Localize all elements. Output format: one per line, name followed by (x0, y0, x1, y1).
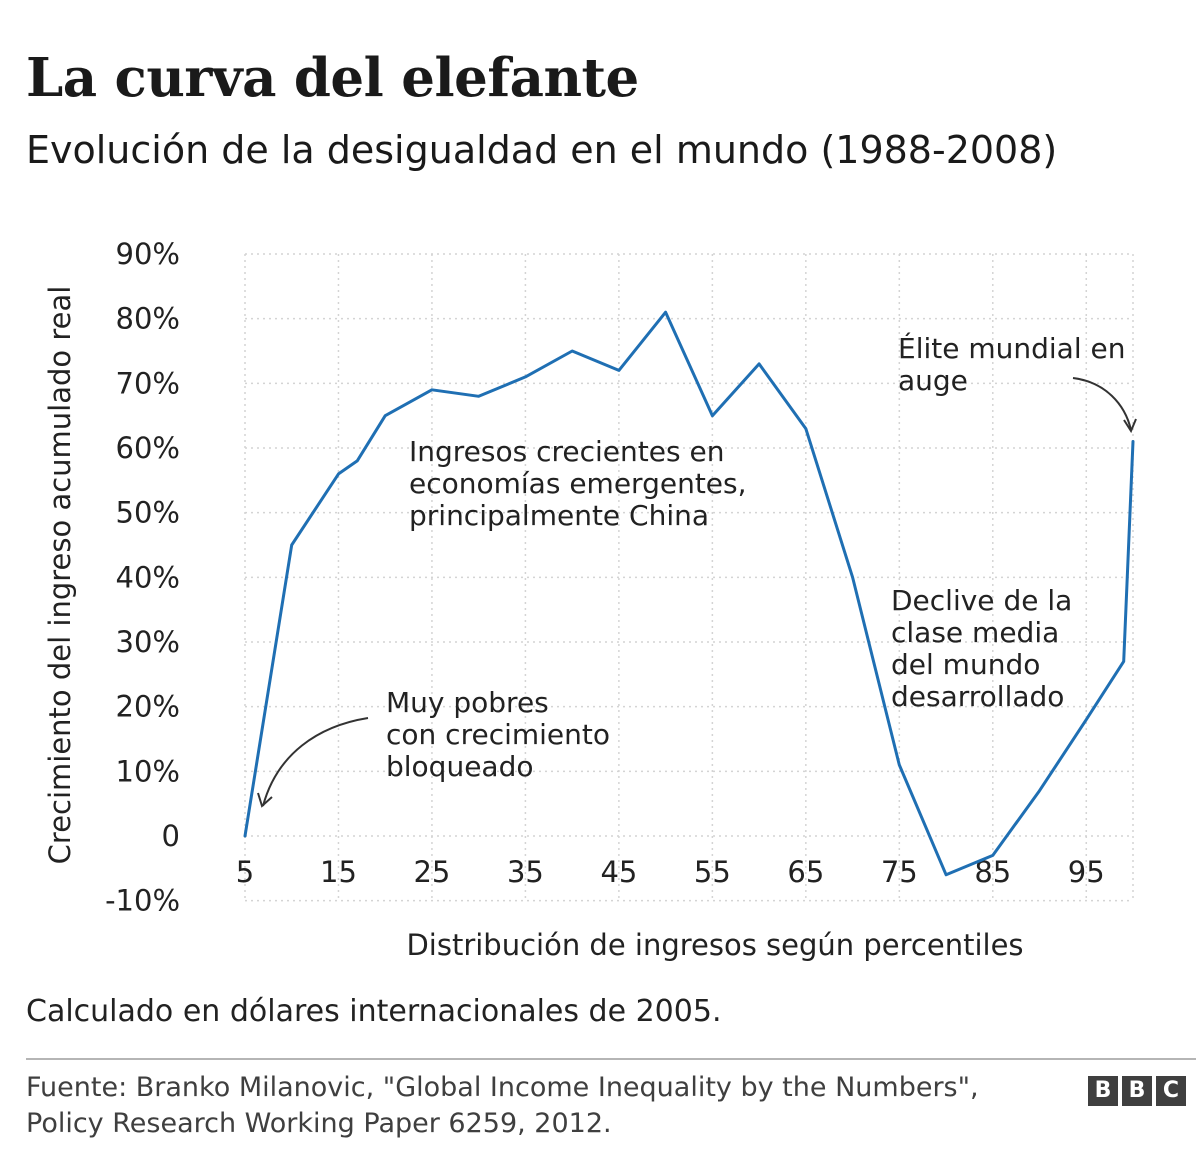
y-tick-label: -10% (105, 884, 180, 918)
annotation-arrow-global-elite (1072, 377, 1132, 431)
y-tick-label: 90% (116, 237, 180, 271)
y-tick-label: 30% (116, 625, 180, 659)
x-tick-label: 75 (881, 855, 918, 889)
elephant-curve-chart: 90% 80% 70% 60% 50% 40% 30% 20% 10% 0 -10% 5 15 25 35… (43, 237, 1137, 962)
annotations: Muy pobres con crecimiento bloqueado Ingres… (386, 331, 1126, 783)
annotation-line: economías emergentes, (409, 467, 747, 500)
annotation-line: Muy pobres (386, 686, 549, 719)
bbc-logo-letter: B (1088, 1076, 1118, 1106)
source-line-2: Policy Research Working Paper 6259, 2012… (26, 1108, 612, 1139)
x-tick-label: 15 (320, 855, 357, 889)
annotation-arrows (257, 377, 1137, 808)
annotation-arrowhead-very-poor (257, 792, 273, 808)
y-tick-labels: 90% 80% 70% 60% 50% 40% 30% 20% 10% 0 -10% (105, 237, 180, 918)
annotation-text: Muy pobres con crecimiento bloqueado (386, 686, 610, 783)
footer-divider (26, 1058, 1196, 1060)
currency-note: Calculado en dólares internacionales de … (26, 994, 722, 1029)
y-tick-label: 70% (116, 366, 180, 400)
annotation-line: auge (898, 364, 968, 397)
annotation-line: con crecimiento (386, 718, 610, 751)
bbc-logo-letter: B (1122, 1076, 1152, 1106)
y-tick-label: 40% (116, 560, 180, 594)
y-tick-label: 20% (116, 690, 180, 724)
y-tick-label: 0 (162, 819, 180, 853)
x-tick-label: 65 (787, 855, 824, 889)
chart-title: La curva del elefante (26, 47, 639, 109)
annotation-line: desarrollado (891, 680, 1064, 713)
y-axis-label: Crecimiento del ingreso acumulado real (43, 286, 77, 865)
x-tick-label: 25 (413, 855, 450, 889)
annotation-text: Ingresos crecientes en economías emergent… (409, 435, 747, 532)
annotation-arrow-very-poor (262, 717, 369, 807)
source-citation: Fuente: Branko Milanovic, "Global Income… (26, 1070, 1056, 1142)
annotation-line: clase media (891, 616, 1059, 649)
gridlines (244, 253, 1134, 902)
x-axis-label: Distribución de ingresos según percentil… (406, 928, 1023, 962)
chart-subtitle: Evolución de la desigualdad en el mundo … (26, 128, 1058, 172)
y-tick-label: 10% (116, 754, 180, 788)
annotation-text: Declive de la clase media del mundo desarro… (891, 584, 1072, 713)
annotation-text: Élite mundial en auge (898, 331, 1126, 397)
x-tick-label: 95 (1068, 855, 1105, 889)
x-tick-labels: 5 15 25 35 45 55 65 75 85 95 (236, 855, 1105, 889)
x-tick-label: 5 (236, 855, 254, 889)
bbc-logo: B B C (1088, 1076, 1186, 1106)
source-line-1: Fuente: Branko Milanovic, "Global Income… (26, 1072, 979, 1103)
annotation-line: Declive de la (891, 584, 1072, 617)
y-tick-label: 60% (116, 431, 180, 465)
bbc-logo-letter: C (1156, 1076, 1186, 1106)
x-tick-label: 35 (507, 855, 544, 889)
annotation-line: bloqueado (386, 750, 534, 783)
annotation-arrowhead-global-elite (1123, 418, 1137, 434)
x-tick-label: 55 (694, 855, 731, 889)
y-tick-label: 80% (116, 302, 180, 336)
x-tick-label: 45 (600, 855, 637, 889)
annotation-line: Élite mundial en (898, 331, 1126, 365)
annotation-line: Ingresos crecientes en (409, 435, 724, 468)
series-line (243, 310, 1135, 877)
annotation-line: del mundo (891, 648, 1040, 681)
annotation-line: principalmente China (409, 499, 709, 532)
y-tick-label: 50% (116, 496, 180, 530)
